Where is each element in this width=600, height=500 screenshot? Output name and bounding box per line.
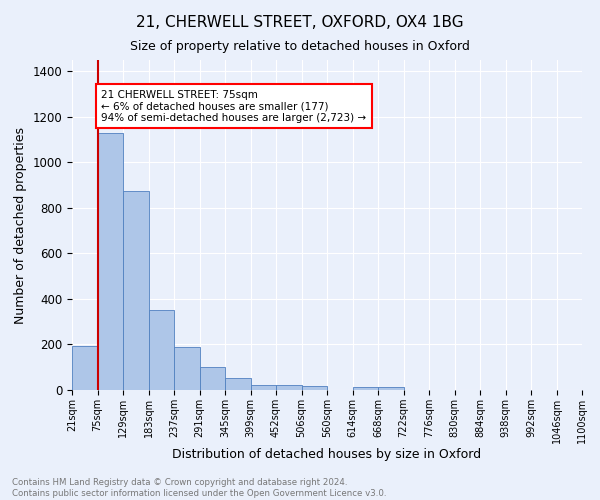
Bar [174,347,199,390]
Bar [199,367,225,390]
Bar [225,378,251,390]
Text: Size of property relative to detached houses in Oxford: Size of property relative to detached ho… [130,40,470,53]
X-axis label: Distribution of detached houses by size in Oxford: Distribution of detached houses by size … [172,448,482,462]
Bar [251,385,276,390]
Y-axis label: Number of detached properties: Number of detached properties [14,126,27,324]
Bar [123,191,149,390]
Text: 21 CHERWELL STREET: 75sqm
← 6% of detached houses are smaller (177)
94% of semi-: 21 CHERWELL STREET: 75sqm ← 6% of detach… [101,90,367,123]
Bar [276,385,302,390]
Bar [72,346,97,390]
Bar [149,310,174,390]
Bar [378,386,404,390]
Text: 21, CHERWELL STREET, OXFORD, OX4 1BG: 21, CHERWELL STREET, OXFORD, OX4 1BG [136,15,464,30]
Bar [302,386,327,390]
Text: Contains HM Land Registry data © Crown copyright and database right 2024.
Contai: Contains HM Land Registry data © Crown c… [12,478,386,498]
Bar [97,133,123,390]
Bar [353,386,378,390]
